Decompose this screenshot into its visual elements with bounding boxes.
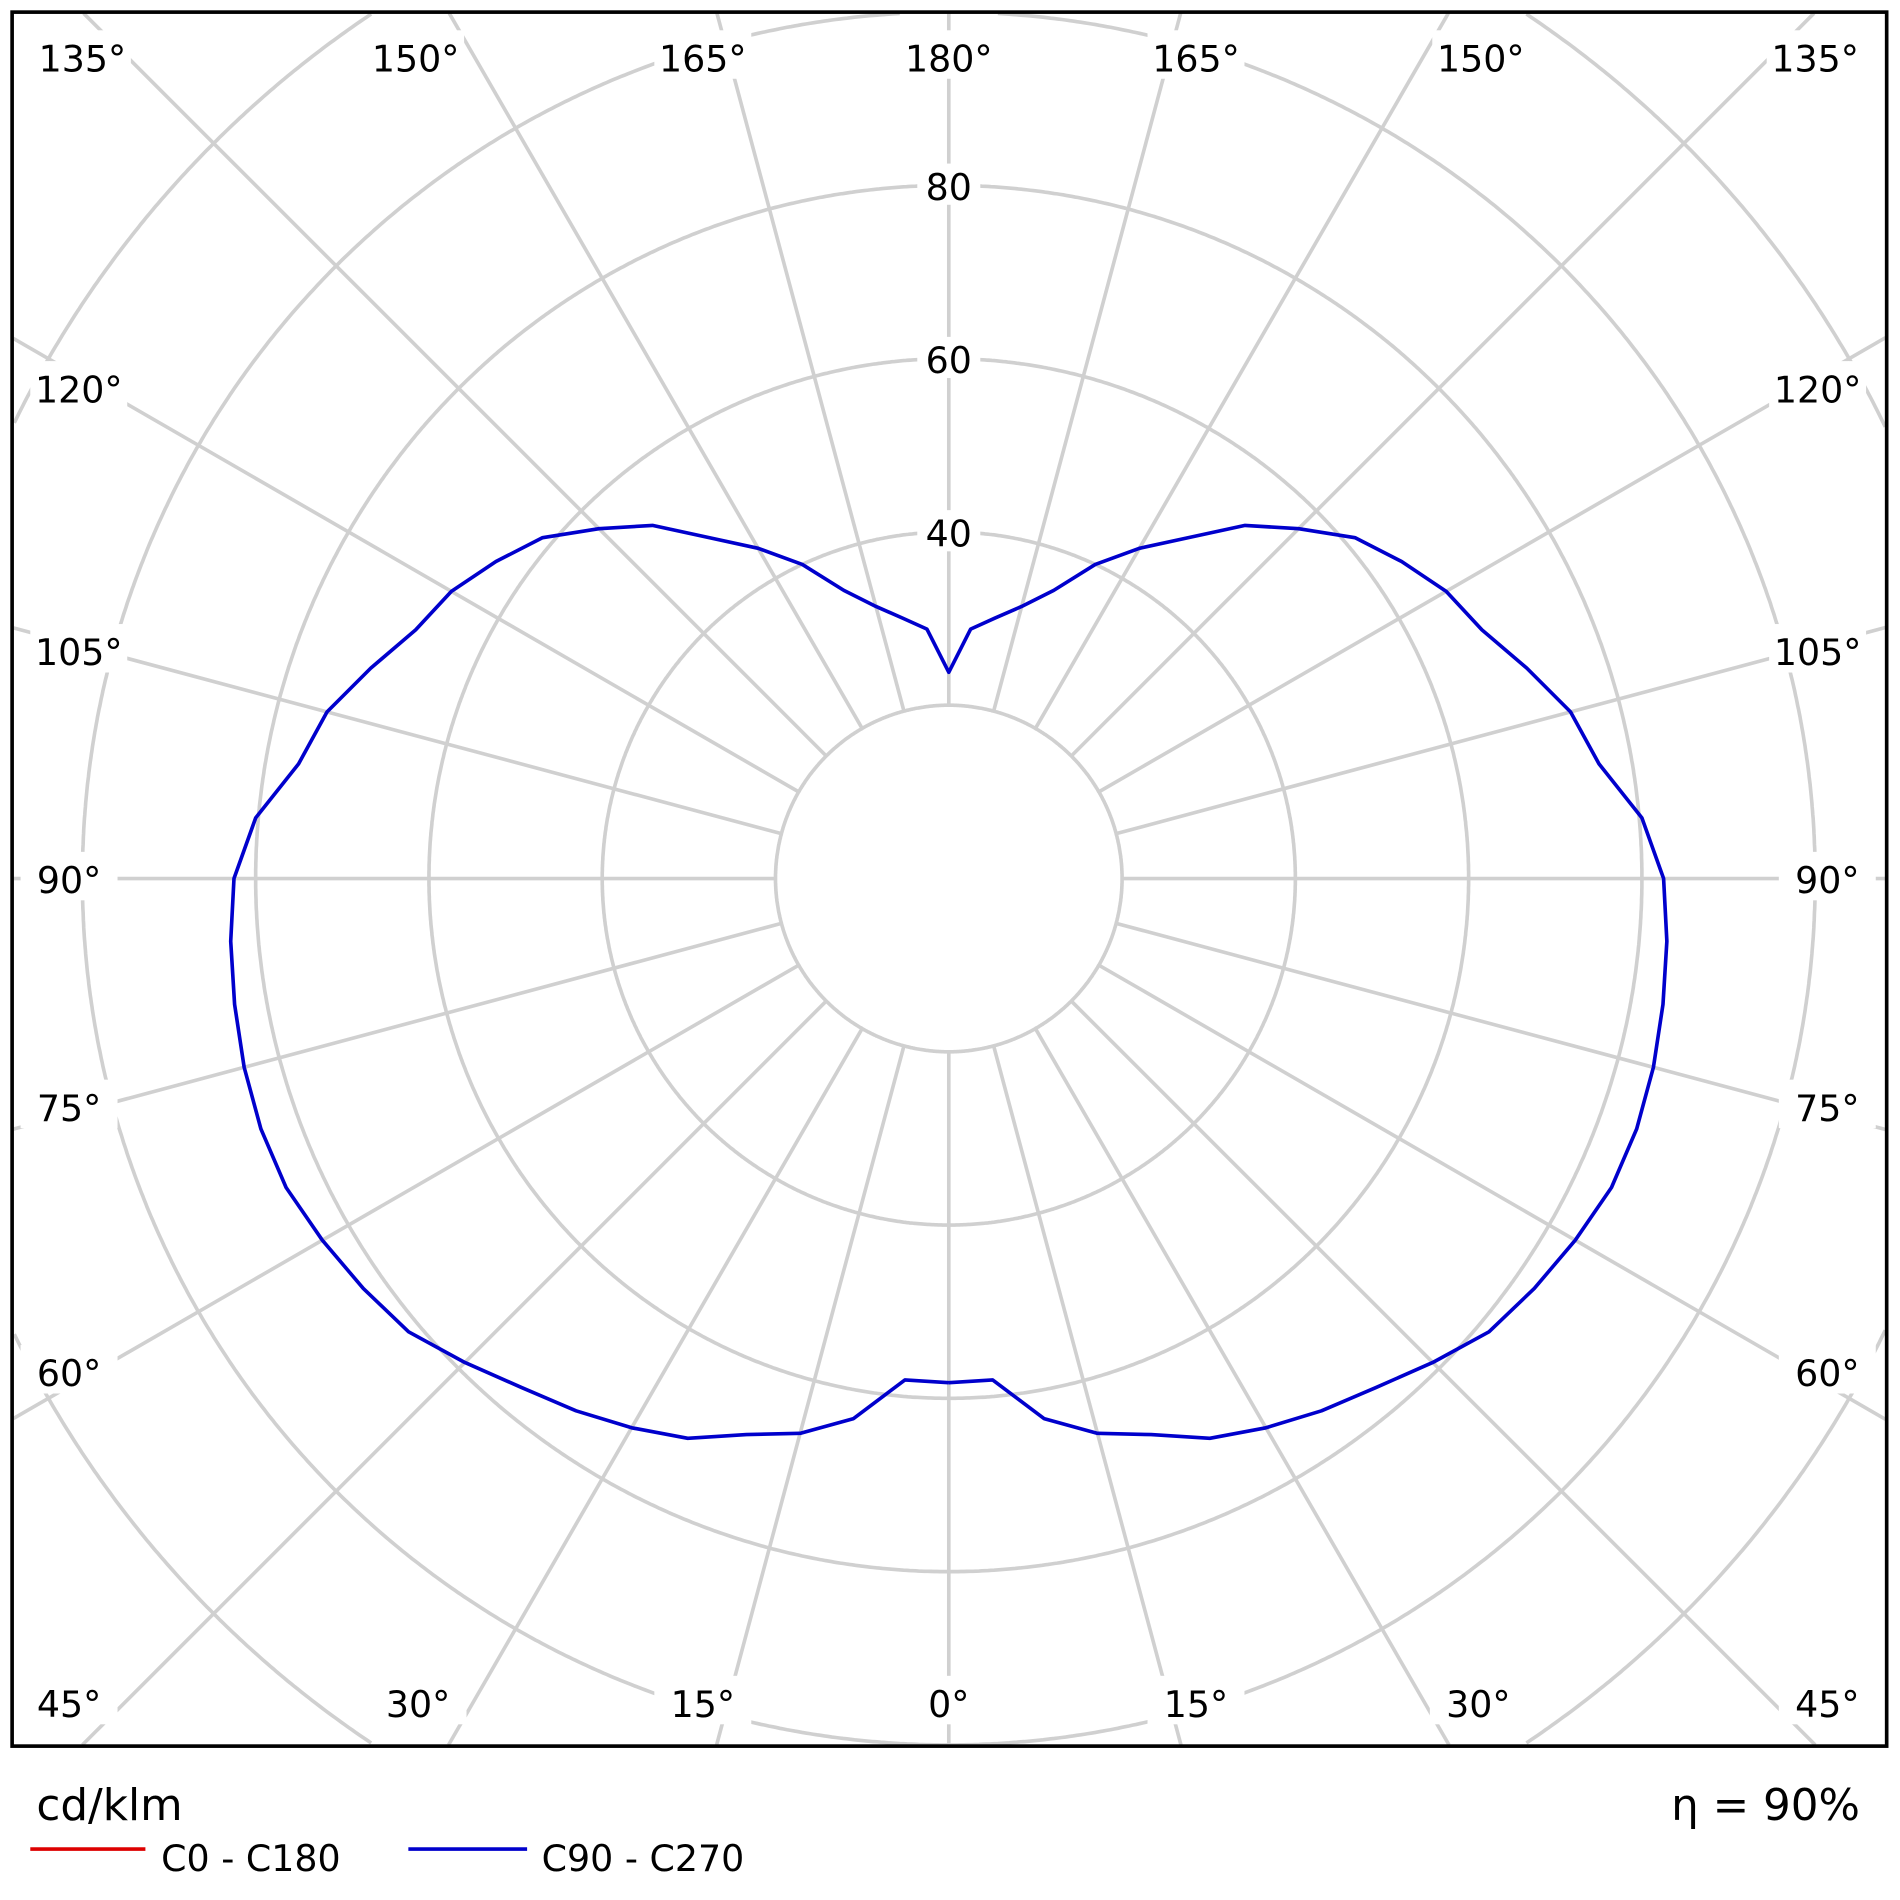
angle-label-bg bbox=[1778, 851, 1876, 901]
radial-tick-label: 40 bbox=[926, 512, 972, 555]
angle-label-bg bbox=[1778, 1345, 1876, 1394]
angle-label-bg bbox=[900, 1675, 998, 1725]
angle-label-bg bbox=[1778, 1079, 1876, 1129]
grid-spoke-300 bbox=[12, 963, 800, 1421]
angle-label-right: 120° bbox=[1774, 368, 1862, 411]
angle-label-bg bbox=[20, 1345, 118, 1394]
angle-label-top: 180° bbox=[905, 37, 993, 80]
angle-label-right: 75° bbox=[1795, 1087, 1859, 1130]
angle-label-bg bbox=[654, 1675, 752, 1725]
polar-grid bbox=[12, 11, 1887, 1747]
grid-spoke-210 bbox=[447, 12, 864, 730]
angle-label-bottom: 45° bbox=[1795, 1683, 1859, 1726]
angle-label-left: 60° bbox=[37, 1352, 101, 1395]
angle-label-bottom: 15° bbox=[1164, 1683, 1228, 1726]
grid-spoke-105 bbox=[1115, 625, 1886, 836]
angle-label-bottom: 15° bbox=[671, 1683, 735, 1726]
radial-label-bg bbox=[917, 336, 981, 379]
angle-labels: 80 60 40 135° 150° 165° 180° 165° 150° 135° 120° 10… bbox=[20, 30, 1876, 1726]
angle-label-top: 135° bbox=[1771, 37, 1859, 80]
grid-spoke-60 bbox=[1097, 963, 1887, 1421]
angle-label-bg bbox=[30, 361, 128, 410]
angle-label-bg bbox=[1778, 1675, 1876, 1725]
efficiency-label: η = 90% bbox=[1671, 1781, 1860, 1831]
grid-spoke-45 bbox=[1070, 999, 1817, 1747]
angle-label-bg bbox=[1769, 361, 1867, 410]
grid-spoke-15 bbox=[991, 1045, 1183, 1746]
angle-label-bottom: 30° bbox=[1446, 1683, 1510, 1726]
grid-spoke-330 bbox=[447, 1027, 864, 1746]
angle-label-top: 165° bbox=[659, 37, 747, 80]
angle-label-right: 105° bbox=[1774, 631, 1862, 674]
grid-spoke-120 bbox=[1097, 336, 1887, 794]
grid-spoke-315 bbox=[81, 999, 828, 1747]
grid-spoke-255 bbox=[12, 626, 782, 836]
grid-spoke-345 bbox=[714, 1045, 906, 1746]
grid-spoke-30 bbox=[1033, 1027, 1451, 1746]
angle-label-bg bbox=[20, 1079, 118, 1129]
angle-label-top: 150° bbox=[372, 37, 460, 80]
angle-label-left: 120° bbox=[35, 368, 123, 411]
legend-label-c0-c180: C0 - C180 bbox=[161, 1837, 340, 1880]
radial-tick-label: 80 bbox=[926, 166, 972, 209]
angle-label-bg bbox=[1766, 30, 1864, 79]
radial-label-bg bbox=[917, 510, 981, 552]
grid-spoke-150 bbox=[1033, 12, 1450, 730]
grid-spoke-285 bbox=[12, 921, 782, 1131]
angle-label-bg bbox=[1769, 624, 1867, 673]
radial-tick-label: 60 bbox=[926, 339, 972, 382]
angle-label-bg bbox=[367, 30, 465, 79]
angle-label-top: 135° bbox=[39, 37, 127, 80]
angle-label-bg bbox=[20, 1675, 118, 1725]
grid-spoke-225 bbox=[82, 12, 828, 758]
angle-label-bg bbox=[1432, 30, 1530, 79]
plot-frame bbox=[10, 10, 1889, 1748]
angle-label-bg bbox=[900, 30, 998, 79]
angle-label-bottom: 45° bbox=[37, 1683, 101, 1726]
angle-label-left: 105° bbox=[35, 631, 123, 674]
angle-label-left: 75° bbox=[37, 1087, 101, 1130]
angle-label-bg bbox=[20, 851, 118, 901]
angle-label-bottom: 30° bbox=[386, 1683, 450, 1726]
angle-label-top: 150° bbox=[1437, 37, 1525, 80]
angle-label-bg bbox=[33, 30, 131, 79]
grid-spoke-75 bbox=[1115, 921, 1886, 1132]
angle-label-bg bbox=[1429, 1675, 1527, 1725]
angle-label-bg bbox=[1147, 1675, 1245, 1725]
angle-label-right: 90° bbox=[1795, 859, 1859, 902]
angle-label-top: 165° bbox=[1152, 37, 1240, 80]
angle-label-bg bbox=[654, 30, 752, 79]
legend-label-c90-c270: C90 - C270 bbox=[542, 1837, 745, 1880]
grid-spoke-135 bbox=[1070, 12, 1816, 758]
angle-label-right: 60° bbox=[1795, 1352, 1859, 1395]
series-line-c90-c270 bbox=[228, 523, 1669, 1441]
radial-label-bg bbox=[917, 163, 981, 205]
grid-circle-120 bbox=[12, 12, 1887, 1745]
angle-label-bg bbox=[1147, 30, 1245, 79]
grid-spoke-240 bbox=[12, 336, 800, 794]
grid-spoke-195 bbox=[715, 12, 906, 712]
unit-label: cd/klm bbox=[36, 1781, 182, 1831]
grid-circle-20 bbox=[773, 703, 1124, 1054]
angle-label-left: 90° bbox=[37, 859, 101, 902]
angle-label-bg bbox=[30, 624, 128, 673]
angle-label-bg bbox=[369, 1675, 467, 1725]
grid-spoke-165 bbox=[991, 12, 1183, 712]
angle-label-bottom: 0° bbox=[928, 1683, 969, 1726]
curves bbox=[228, 523, 1669, 1441]
